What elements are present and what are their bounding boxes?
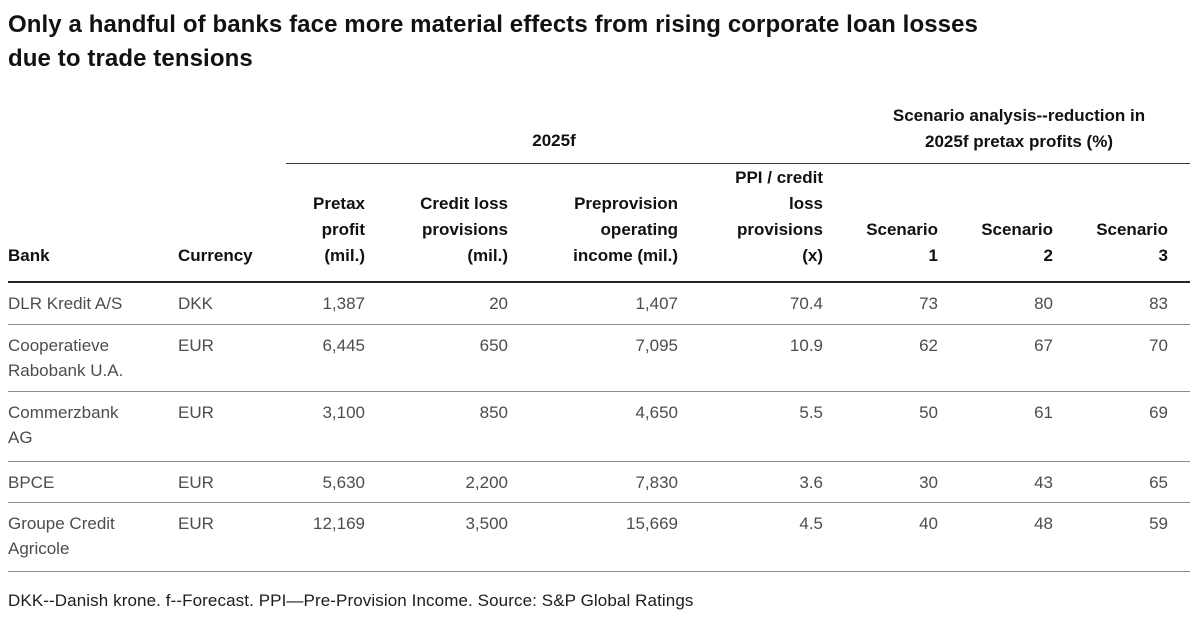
cell-bank: Groupe Credit Agricole <box>8 513 115 558</box>
cell-currency: EUR <box>178 402 214 422</box>
cell-pretax-profit: 5,630 <box>322 472 365 492</box>
column-group-header-scenario-analysis: Scenario analysis--reduction in 2025f pr… <box>892 106 1146 151</box>
column-header-credit-loss-provisions: Credit loss provisions (mil.) <box>420 194 508 265</box>
table-row: DLR Kredit A/S DKK 1,387 20 1,407 70.4 7… <box>8 282 1190 324</box>
cell-preprovision-income: 1,407 <box>635 294 678 313</box>
cell-credit-loss-provisions: 850 <box>479 402 508 422</box>
table-row: Cooperatieve Rabobank U.A. EUR 6,445 650… <box>8 324 1190 391</box>
cell-bank: Cooperatieve Rabobank U.A. <box>8 335 124 380</box>
column-header-scenario-1: Scenario 1 <box>866 220 938 265</box>
cell-scenario-2: 43 <box>1034 472 1053 492</box>
cell-bank: DLR Kredit A/S <box>8 294 123 313</box>
table-header-row: Bank Currency Pretax profit (mil.) Credi… <box>8 164 1190 282</box>
column-header-pretax-profit: Pretax profit (mil.) <box>313 194 365 265</box>
cell-scenario-1: 40 <box>919 513 938 533</box>
cell-scenario-2: 67 <box>1034 335 1053 355</box>
cell-scenario-2: 80 <box>1034 294 1053 313</box>
cell-credit-loss-provisions: 650 <box>479 335 508 355</box>
bank-scenario-table: Bank Currency Pretax profit (mil.) Credi… <box>8 164 1190 572</box>
cell-scenario-1: 73 <box>919 294 938 313</box>
table-row: BPCE EUR 5,630 2,200 7,830 3.6 30 43 65 <box>8 461 1190 502</box>
table-row: Groupe Credit Agricole EUR 12,169 3,500 … <box>8 502 1190 571</box>
cell-scenario-1: 50 <box>919 402 938 422</box>
cell-pretax-profit: 3,100 <box>322 402 365 422</box>
column-header-currency: Currency <box>178 246 253 265</box>
cell-scenario-1: 30 <box>919 472 938 492</box>
cell-currency: EUR <box>178 513 214 533</box>
cell-credit-loss-provisions: 20 <box>489 294 508 313</box>
cell-ppi-ratio: 4.5 <box>799 513 823 533</box>
cell-bank: Commerzbank AG <box>8 402 119 447</box>
figure-title-line-1: Only a handful of banks face more materi… <box>8 11 979 38</box>
cell-currency: EUR <box>178 335 214 355</box>
cell-scenario-2: 48 <box>1034 513 1053 533</box>
column-group-underline <box>286 163 1190 164</box>
column-header-bank: Bank <box>8 246 50 265</box>
cell-scenario-3: 59 <box>1149 513 1168 533</box>
cell-preprovision-income: 15,669 <box>626 513 678 533</box>
footnote: DKK--Danish krone. f--Forecast. PPI—Pre-… <box>8 591 694 610</box>
figure-title: Only a handful of banks face more materi… <box>8 8 1193 76</box>
table-body: DLR Kredit A/S DKK 1,387 20 1,407 70.4 7… <box>8 282 1190 571</box>
cell-credit-loss-provisions: 3,500 <box>465 513 508 533</box>
cell-ppi-ratio: 5.5 <box>799 402 823 422</box>
cell-credit-loss-provisions: 2,200 <box>465 472 508 492</box>
cell-ppi-ratio: 70.4 <box>789 294 823 313</box>
cell-pretax-profit: 1,387 <box>322 294 365 313</box>
cell-scenario-2: 61 <box>1034 402 1053 422</box>
cell-preprovision-income: 4,650 <box>635 402 678 422</box>
cell-preprovision-income: 7,095 <box>635 335 678 355</box>
cell-currency: EUR <box>178 472 214 492</box>
cell-scenario-3: 83 <box>1149 294 1168 313</box>
column-group-header-2025f: 2025f <box>532 131 576 150</box>
cell-scenario-3: 69 <box>1149 402 1168 422</box>
cell-ppi-ratio: 10.9 <box>789 335 823 355</box>
table-row: Commerzbank AG EUR 3,100 850 4,650 5.5 5… <box>8 391 1190 461</box>
cell-scenario-3: 65 <box>1149 472 1168 492</box>
column-header-scenario-3: Scenario 3 <box>1096 220 1168 265</box>
column-header-scenario-2: Scenario 2 <box>981 220 1053 265</box>
cell-pretax-profit: 6,445 <box>322 335 365 355</box>
table-header: Bank Currency Pretax profit (mil.) Credi… <box>8 164 1190 282</box>
cell-ppi-ratio: 3.6 <box>799 472 823 492</box>
cell-scenario-3: 70 <box>1149 335 1168 355</box>
cell-scenario-1: 62 <box>919 335 938 355</box>
cell-pretax-profit: 12,169 <box>313 513 365 533</box>
column-header-ppi-credit-loss-ratio: PPI / credit loss provisions (x) <box>735 168 823 265</box>
cell-currency: DKK <box>178 294 213 313</box>
column-header-preprovision-operating-income: Preprovision operating income (mil.) <box>573 194 678 265</box>
figure-title-line-2: due to trade tensions <box>8 45 253 72</box>
cell-bank: BPCE <box>8 472 55 492</box>
cell-preprovision-income: 7,830 <box>635 472 678 492</box>
